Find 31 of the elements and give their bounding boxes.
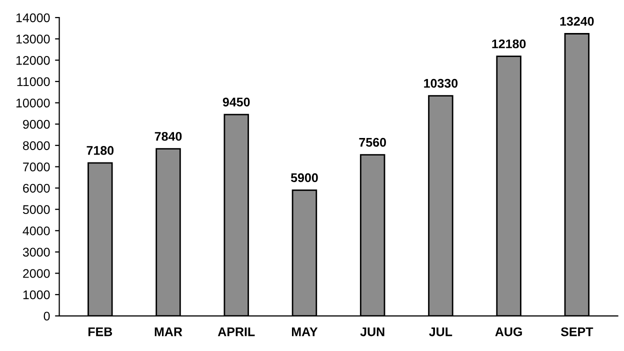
y-tick-label: 6000 <box>23 184 50 193</box>
y-tick-label: 5000 <box>22 205 50 214</box>
y-tick-label: 14000 <box>16 13 50 22</box>
x-tick-label: MAY <box>292 327 318 336</box>
y-tick-label: 8000 <box>22 141 50 150</box>
y-tick-label: 9000 <box>23 120 50 129</box>
y-tick-label: 12000 <box>16 56 50 65</box>
y-tick-label: 4000 <box>22 226 50 236</box>
x-tick-label: APRIL <box>218 327 255 336</box>
y-tick-label: 7000 <box>23 162 50 172</box>
data-label: 5900 <box>290 173 318 182</box>
data-label: 7180 <box>86 146 114 155</box>
data-label: 13240 <box>560 16 594 26</box>
x-tick-label: SEPT <box>560 327 594 336</box>
x-tick-label: JUN <box>360 327 384 336</box>
y-tick-label: 2000 <box>23 269 50 278</box>
data-label: 7560 <box>359 138 386 147</box>
data-label: 12180 <box>492 39 526 48</box>
x-tick-label: FEB <box>88 327 112 336</box>
x-tick-label: AUG <box>495 327 522 336</box>
y-tick-label: 1000 <box>23 290 50 300</box>
y-tick-label: 11000 <box>17 77 50 86</box>
x-tick-label: MAR <box>154 327 182 336</box>
y-tick-label: 0 <box>44 312 50 321</box>
y-tick-label: 3000 <box>22 248 50 257</box>
y-tick-label: 10000 <box>16 98 50 108</box>
data-label: 9450 <box>222 98 250 106</box>
y-tick-label: 13000 <box>16 34 50 44</box>
data-label: 10330 <box>424 78 458 88</box>
x-tick-label: JUL <box>429 327 452 336</box>
data-label: 7840 <box>154 132 182 141</box>
